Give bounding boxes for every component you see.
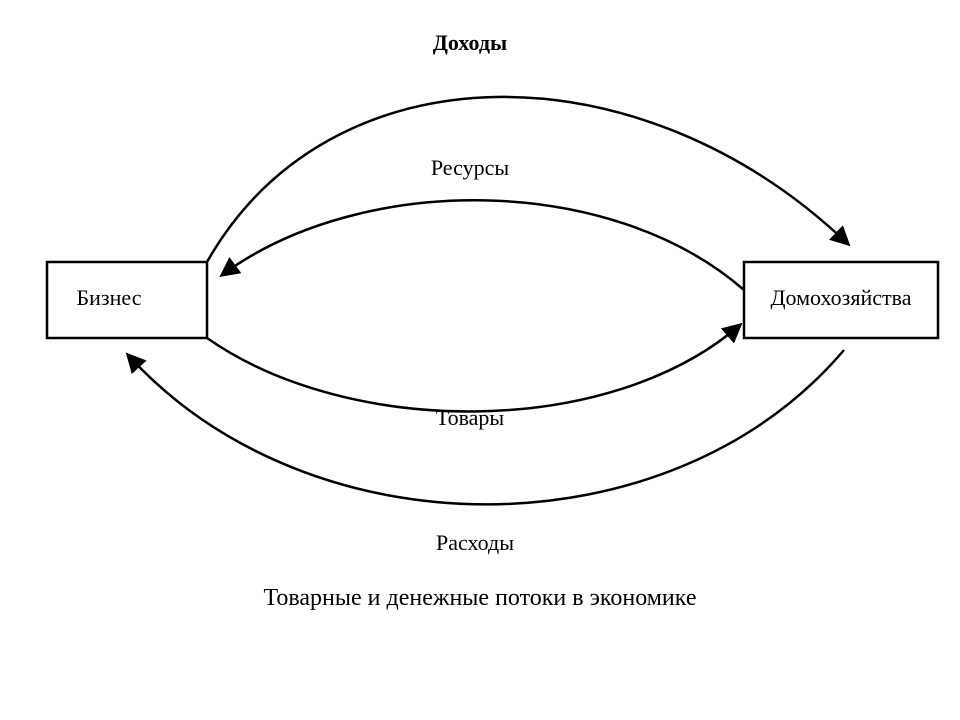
flow-label-resources: Ресурсы (431, 155, 509, 180)
flow-label-goods: Товары (436, 405, 505, 430)
flow-label-income: Доходы (433, 30, 507, 55)
diagram-caption: Товарные и денежные потоки в экономике (264, 585, 697, 611)
circular-flow-diagram: Доходы Ресурсы Товары Расходы Бизнес Домохоз… (0, 0, 960, 720)
flow-income (207, 97, 848, 262)
flow-label-expenses: Расходы (436, 530, 514, 555)
flow-resources (222, 200, 744, 290)
node-label-households: Домохозяйства (771, 285, 912, 310)
node-households: Домохозяйства (744, 262, 938, 338)
node-business: Бизнес (47, 262, 207, 338)
flow-goods (207, 325, 740, 411)
node-label-business: Бизнес (77, 285, 142, 310)
